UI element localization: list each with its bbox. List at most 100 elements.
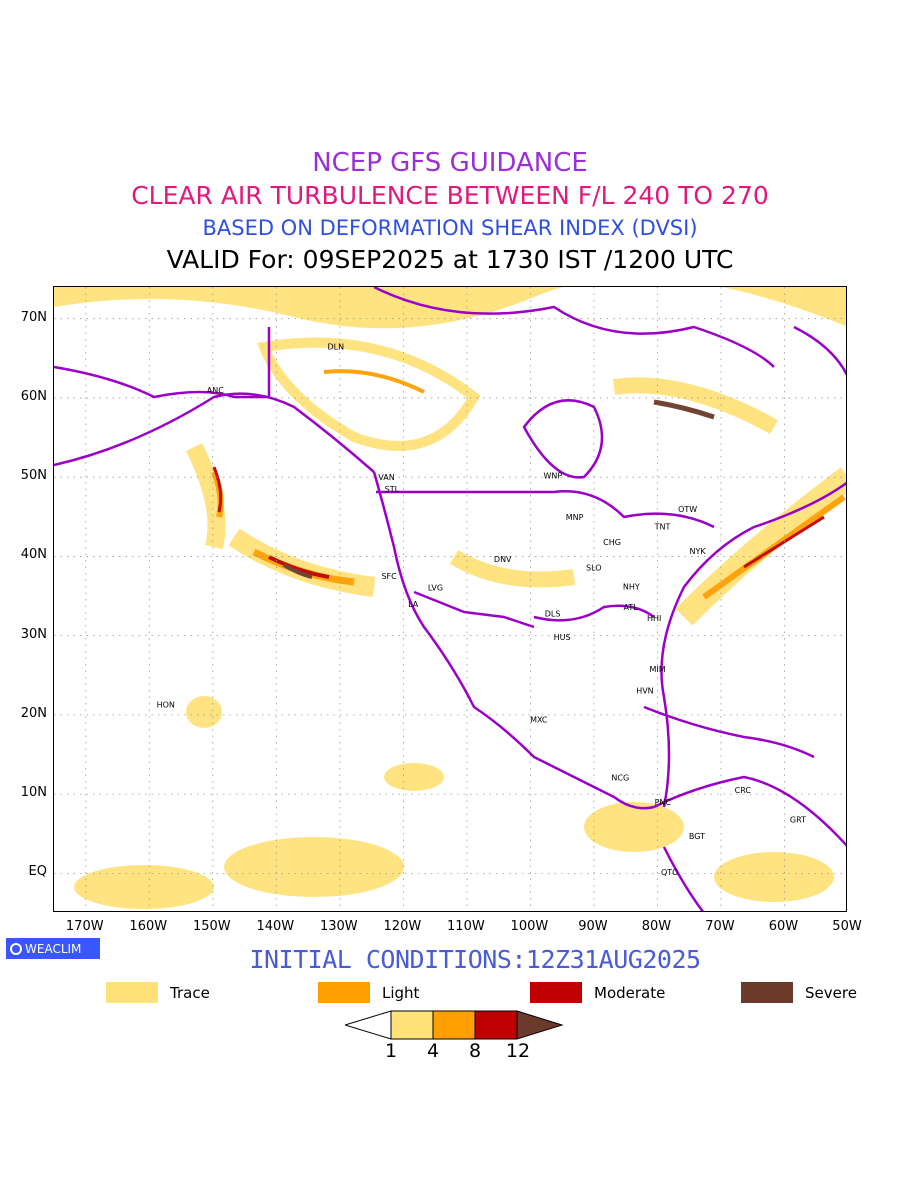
north-america-west-coast bbox=[372, 471, 655, 810]
station-label: MIM bbox=[650, 665, 666, 674]
longitude-label: 170W bbox=[65, 919, 104, 934]
gulf-coast bbox=[533, 604, 655, 622]
trace-area bbox=[584, 802, 684, 852]
legend-swatch bbox=[741, 982, 793, 1003]
colorbar-tick-label: 4 bbox=[426, 1040, 440, 1062]
longitude-label: 110W bbox=[447, 919, 485, 934]
trace-area bbox=[384, 763, 444, 791]
longitude-label: 80W bbox=[641, 919, 672, 934]
station-label: ATL bbox=[623, 603, 638, 612]
station-label: QTO bbox=[661, 868, 678, 877]
trace-area bbox=[675, 467, 846, 626]
station-label: NCG bbox=[611, 773, 629, 782]
legend-swatch bbox=[530, 982, 582, 1003]
station-label: SFC bbox=[381, 572, 397, 581]
hudson-bay bbox=[522, 399, 604, 479]
trace-area bbox=[74, 865, 214, 909]
station-label: OTW bbox=[678, 505, 697, 514]
latitude-label: 10N bbox=[20, 785, 47, 801]
station-label: BGT bbox=[689, 832, 705, 841]
colorbar-tick-label: 1 bbox=[384, 1040, 398, 1062]
caribbean bbox=[643, 705, 815, 759]
longitude-label: 160W bbox=[129, 919, 168, 934]
latitude-label: 70N bbox=[20, 309, 47, 325]
map-canvas: ANC DLN VAN STL WNP MNP OTW TNT CHG NYK DNV SFC LVG L… bbox=[54, 287, 846, 911]
station-label: SLO bbox=[586, 564, 602, 573]
colorbar-trace bbox=[390, 1010, 434, 1040]
trace-area bbox=[54, 287, 846, 329]
station-labels: ANC DLN VAN STL WNP MNP OTW TNT CHG NYK DNV SFC LVG L… bbox=[157, 342, 806, 876]
latitude-label: 40N bbox=[20, 547, 47, 563]
longitude-label: 100W bbox=[510, 919, 549, 934]
station-label: TNT bbox=[654, 522, 671, 531]
trace-area bbox=[612, 377, 778, 434]
latitude-label: EQ bbox=[28, 864, 47, 880]
station-label: HVN bbox=[636, 686, 653, 695]
longitude-label: 60W bbox=[768, 919, 799, 934]
initial-conditions: INITIAL CONDITIONS:12Z31AUG2025 bbox=[249, 945, 701, 974]
colorbar-tick-label: 12 bbox=[505, 1040, 531, 1062]
turbulence-map: ANC DLN VAN STL WNP MNP OTW TNT CHG NYK DNV SFC LVG L… bbox=[53, 286, 847, 912]
circle-logo-icon bbox=[10, 942, 22, 955]
colorbar-tick-label: 8 bbox=[468, 1040, 482, 1062]
severe-streak bbox=[282, 563, 313, 579]
north-america-east-coast bbox=[660, 481, 846, 808]
station-label: CHG bbox=[603, 538, 621, 547]
longitude-label: 90W bbox=[578, 919, 608, 934]
colorbar-light bbox=[432, 1010, 476, 1040]
moderate-streak bbox=[212, 466, 223, 513]
title-product: NCEP GFS GUIDANCE bbox=[312, 148, 588, 178]
station-label: DLS bbox=[545, 609, 561, 618]
station-label: GRT bbox=[790, 815, 806, 824]
legend-item-light: Light bbox=[318, 982, 419, 1003]
trace-area bbox=[185, 442, 226, 550]
legend-item-moderate: Moderate bbox=[530, 982, 665, 1003]
trace-area bbox=[257, 337, 481, 451]
arctic-islands bbox=[373, 287, 846, 376]
station-label: LA bbox=[408, 600, 419, 609]
station-label: CRC bbox=[735, 786, 752, 795]
trace-area bbox=[224, 837, 404, 897]
badge-label: WEACLIM bbox=[25, 941, 82, 956]
station-label: HON bbox=[157, 701, 175, 710]
political-boundaries bbox=[54, 287, 846, 911]
legend-swatch bbox=[106, 982, 158, 1003]
legend-label: Moderate bbox=[594, 983, 666, 1002]
longitude-label: 140W bbox=[256, 919, 295, 934]
legend-swatch bbox=[318, 982, 370, 1003]
latitude-label: 20N bbox=[20, 705, 47, 721]
longitude-label: 150W bbox=[192, 919, 231, 934]
station-label: DNV bbox=[494, 555, 512, 564]
longitude-label: 120W bbox=[383, 919, 422, 934]
latitude-label: 50N bbox=[20, 468, 47, 484]
longitude-label: 70W bbox=[705, 919, 735, 934]
station-label: LVG bbox=[428, 583, 443, 592]
legend-item-severe: Severe bbox=[741, 982, 857, 1003]
title-method: BASED ON DEFORMATION SHEAR INDEX (DVSI) bbox=[202, 216, 698, 240]
graticule bbox=[54, 287, 846, 911]
station-label: NHY bbox=[623, 583, 640, 592]
legend-label: Trace bbox=[170, 983, 210, 1002]
legend-label: Light bbox=[382, 983, 420, 1002]
station-label: MXC bbox=[530, 716, 548, 725]
station-label: PNC bbox=[655, 798, 672, 807]
station-label: MNP bbox=[566, 513, 584, 522]
station-label: WNP bbox=[543, 472, 562, 481]
us-canada-border bbox=[376, 490, 715, 529]
latitude-label: 60N bbox=[20, 388, 47, 404]
station-label: ANC bbox=[207, 386, 224, 395]
station-label: NYK bbox=[690, 547, 707, 556]
latitude-label: 30N bbox=[20, 626, 47, 642]
station-label: DLN bbox=[327, 342, 344, 351]
legend-label: Severe bbox=[805, 983, 857, 1002]
us-mexico-border bbox=[413, 590, 535, 629]
title-parameter: CLEAR AIR TURBULENCE BETWEEN F/L 240 TO … bbox=[131, 181, 769, 210]
colorbar-high-arrow bbox=[516, 1010, 564, 1040]
alaska-coast bbox=[54, 327, 375, 473]
station-label: HUS bbox=[554, 633, 571, 642]
severe-streak bbox=[653, 399, 715, 420]
station-label: VAN bbox=[378, 473, 394, 482]
colorbar-moderate bbox=[474, 1010, 518, 1040]
station-label: HHI bbox=[647, 614, 661, 623]
longitude-label: 130W bbox=[319, 919, 358, 934]
